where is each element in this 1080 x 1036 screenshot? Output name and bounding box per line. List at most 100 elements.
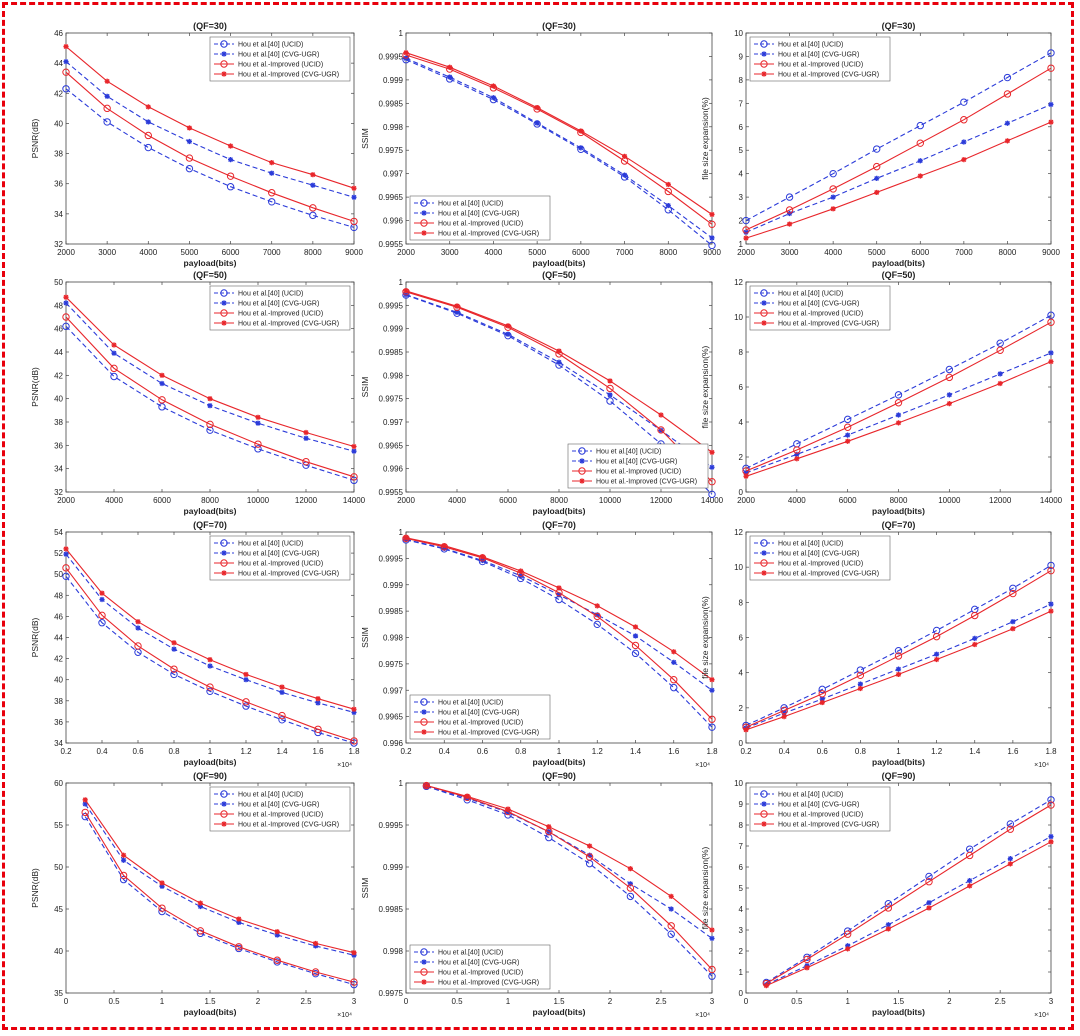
x-tick-label: 10000	[247, 496, 270, 505]
data-point	[607, 392, 613, 398]
data-point	[206, 420, 214, 429]
data-point	[709, 677, 715, 683]
data-point	[829, 169, 837, 178]
data-point	[593, 620, 601, 629]
y-tick-label: 5	[739, 884, 744, 893]
data-point	[585, 853, 594, 861]
y-tick-label: 7	[739, 99, 744, 108]
x-tick-label: 0.5	[791, 997, 803, 1006]
y-tick-label: 2	[739, 704, 744, 713]
y-tick-label: 1	[399, 779, 404, 788]
x-exponent-label: ×10⁴	[695, 1012, 710, 1019]
data-point	[895, 671, 902, 678]
series-line-4	[405, 52, 713, 215]
data-point	[1047, 64, 1055, 72]
data-point	[226, 172, 235, 180]
data-point	[967, 883, 973, 889]
x-axis-label: payload(bits)	[533, 757, 586, 767]
legend-marker	[421, 959, 427, 965]
data-point	[845, 432, 851, 438]
legend-marker	[578, 447, 586, 455]
y-tick-label: 35	[54, 989, 63, 998]
series-line-3	[405, 54, 713, 225]
data-point	[874, 175, 880, 181]
legend-entry: Hou et al.[40] (UCID)	[778, 42, 843, 49]
legend-marker	[421, 729, 427, 735]
legend-entry: Hou et al.[40] (CVG-UGR)	[438, 710, 519, 717]
x-tick-label: 2000	[397, 496, 415, 505]
data-point	[62, 68, 70, 76]
legend-marker	[760, 309, 768, 317]
y-tick-label: 0.9955	[379, 488, 404, 497]
data-point	[171, 646, 177, 652]
y-tick-label: 38	[54, 418, 63, 427]
x-tick-label: 0	[64, 997, 69, 1006]
legend-entry: Hou et al.[40] (UCID)	[438, 700, 503, 707]
chart-title: (QF=90)	[542, 771, 576, 781]
x-tick-label: 1.4	[969, 747, 981, 756]
data-point	[171, 640, 177, 646]
data-point	[159, 883, 165, 889]
data-point	[314, 725, 322, 733]
data-point	[207, 663, 213, 669]
x-tick-label: 0.5	[108, 997, 120, 1006]
chart-9: 0.2 0.4 0.6 0.8 1 1.2 1.4 1.6 1.8 0 2 4 6 8 10 12 (QF=70…	[700, 520, 1057, 769]
data-point	[996, 346, 1004, 354]
legend-marker	[220, 539, 228, 547]
series-line-3	[84, 812, 355, 983]
series-line-4	[65, 46, 355, 189]
x-tick-label: 12000	[650, 496, 673, 505]
data-point	[606, 397, 614, 405]
data-point	[997, 380, 1003, 387]
data-point	[708, 715, 716, 723]
legend-entry: Hou et al.-Improved (CVG-UGR)	[778, 822, 879, 829]
data-point	[119, 875, 128, 884]
data-point	[170, 670, 178, 679]
data-point	[63, 59, 69, 65]
y-tick-label: 32	[54, 240, 63, 249]
data-point	[818, 690, 826, 698]
chart-5: 2000 4000 6000 8000 10000 12000 14000 0.9955 0.9…	[360, 270, 724, 516]
data-point	[709, 927, 715, 933]
y-tick-label: 34	[54, 739, 63, 748]
y-tick-label: 8	[739, 821, 744, 830]
data-point	[159, 372, 165, 378]
legend-marker	[220, 40, 228, 48]
x-tick-label: 0.6	[817, 747, 829, 756]
data-point	[556, 585, 562, 591]
legend-marker	[760, 790, 768, 798]
data-point	[403, 288, 409, 294]
data-point	[786, 221, 793, 227]
chart-title: (QF=70)	[882, 520, 916, 530]
data-point	[423, 782, 429, 789]
y-tick-label: 1	[739, 968, 744, 977]
data-point	[632, 633, 639, 639]
x-tick-label: 5000	[868, 248, 886, 257]
data-point	[856, 671, 865, 680]
chart-title: (QF=70)	[193, 520, 227, 530]
data-point	[351, 185, 357, 191]
data-point	[917, 158, 923, 164]
legend: Hou et al.[40] (UCID) Hou et al.[40] (CVG…	[749, 36, 891, 82]
data-point	[594, 603, 600, 609]
data-point	[670, 683, 678, 692]
legend-entry: Hou et al.-Improved (UCID)	[438, 970, 523, 977]
data-point	[932, 632, 941, 641]
x-tick-label: 2000	[737, 248, 755, 257]
data-point	[894, 652, 903, 660]
data-point	[803, 955, 811, 964]
y-tick-label: 0.999	[383, 863, 404, 872]
legend-entry: Hou et al.[40] (UCID)	[778, 792, 843, 799]
data-point	[895, 666, 902, 672]
data-point	[227, 143, 234, 149]
y-tick-label: 2	[739, 453, 744, 462]
data-point	[207, 403, 213, 409]
data-point	[819, 696, 825, 702]
x-tick-label: 4000	[139, 248, 157, 257]
data-point	[658, 412, 664, 418]
legend-entry: Hou et al.[40] (CVG-UGR)	[238, 301, 319, 308]
data-point	[578, 128, 584, 134]
y-tick-label: 0.9975	[379, 395, 404, 404]
y-tick-label: 2	[739, 217, 744, 226]
data-point	[587, 852, 593, 858]
